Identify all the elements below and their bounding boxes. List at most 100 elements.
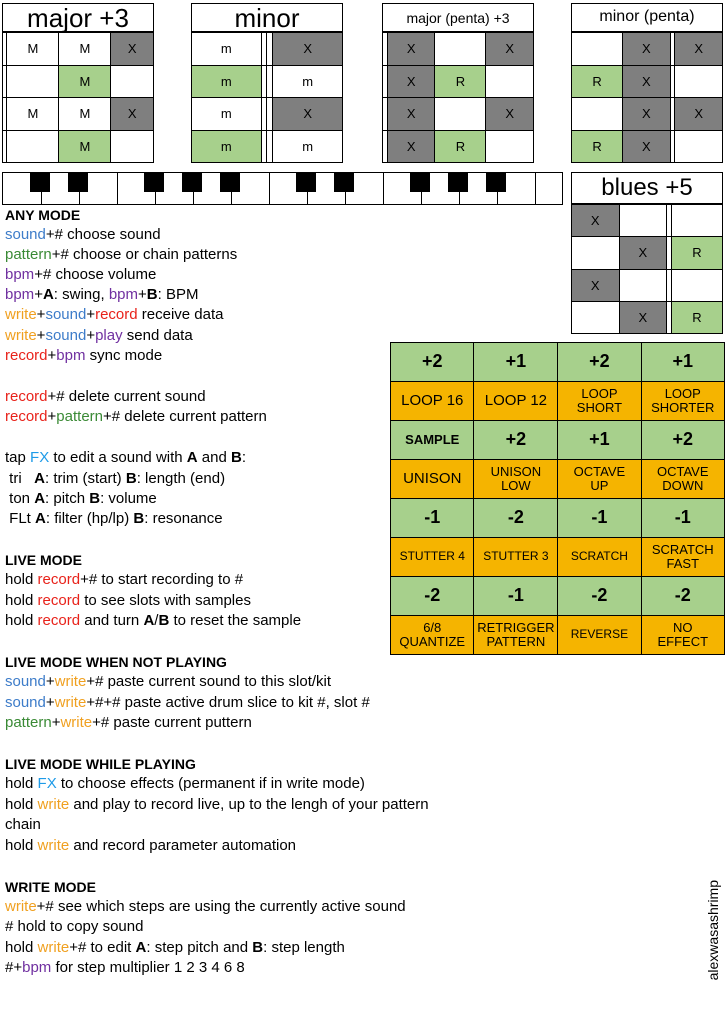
fx-cell: SAMPLE — [389, 420, 475, 460]
grid-cell: m — [191, 64, 262, 98]
grid-cell — [485, 129, 534, 163]
fx-cell: -1 — [640, 498, 725, 538]
line-segment: for step multiplier 1 2 3 4 6 8 — [51, 959, 245, 976]
instruction-line: record+pattern+# delete current pattern — [5, 407, 267, 427]
grid-cell: X — [386, 129, 436, 163]
black-key — [144, 173, 164, 192]
line-segment: to reset the sample — [169, 612, 302, 629]
instruction-line: hold record+# to start recording to # — [5, 570, 243, 590]
line-segment: : trim (start) — [45, 470, 126, 487]
black-key — [182, 173, 202, 192]
instruction-line: chain — [5, 815, 41, 835]
major3-title: major +3 — [2, 3, 154, 32]
grid-cell: X — [110, 32, 154, 66]
grid-cell: X — [386, 97, 436, 131]
grid-row: M — [1, 129, 154, 163]
fx-cell: NO EFFECT — [640, 615, 725, 655]
line-segment: bpm — [22, 959, 52, 976]
line-segment: receive data — [137, 306, 224, 323]
grid-cell — [570, 32, 624, 66]
instruction-line: sound+write+#+# paste active drum slice … — [5, 693, 370, 713]
white-key-divider — [535, 173, 536, 204]
line-segment: record — [37, 571, 81, 588]
line-segment: # hold to copy sound — [5, 918, 144, 935]
grid-row: X — [571, 268, 724, 302]
line-segment: bpm — [56, 347, 86, 364]
line-segment: write — [54, 673, 87, 690]
fx-row: SAMPLE +2 +1 +2 — [389, 420, 725, 460]
grid-cell: M — [6, 97, 60, 131]
line-segment: LIVE MODE WHILE PLAYING — [5, 756, 196, 772]
line-segment: write — [60, 714, 93, 731]
white-key-divider — [117, 173, 118, 204]
fx-cell: STUTTER 4 — [389, 537, 475, 577]
line-segment: chain — [5, 816, 41, 833]
instruction-line: write+sound+play send data — [5, 326, 193, 346]
instruction-line: record+bpm sync mode — [5, 346, 162, 366]
fx-cell: -1 — [473, 576, 559, 616]
line-segment: A — [34, 490, 46, 507]
line-segment: play — [95, 327, 123, 344]
fx-row: UNISON UNISON LOW OCTAVE UP OCTAVE DOWN — [389, 459, 725, 499]
line-segment: : swing, — [53, 286, 109, 303]
grid-cell: m — [191, 97, 262, 131]
line-segment: +# choose volume — [34, 266, 157, 283]
line-segment: pattern — [5, 714, 52, 731]
fx-cell: +2 — [389, 342, 475, 382]
black-key — [220, 173, 240, 192]
line-segment: write — [37, 796, 70, 813]
line-segment: sound — [5, 694, 46, 711]
line-segment: #+ — [5, 959, 23, 976]
grid-cell — [670, 203, 724, 238]
fx-cell: +1 — [473, 342, 559, 382]
grid-cell — [570, 97, 624, 131]
line-segment: hold — [5, 571, 38, 588]
instruction-line: write+sound+record receive data — [5, 305, 224, 325]
instruction-line: bpm+# choose volume — [5, 265, 156, 285]
line-segment: write — [5, 306, 37, 323]
fx-cell: OCTAVE DOWN — [640, 459, 725, 499]
fx-cell: LOOP SHORTER — [640, 381, 725, 421]
blues-title: blues +5 — [571, 172, 723, 204]
line-segment: + — [47, 347, 57, 364]
line-segment: : volume — [100, 490, 157, 507]
line-segment: write — [37, 837, 70, 854]
line-segment: +# delete current sound — [47, 388, 206, 405]
line-segment: to choose effects (permanent if in write… — [56, 775, 365, 792]
fx-cell: OCTAVE UP — [557, 459, 642, 499]
white-key-divider — [269, 173, 270, 204]
line-segment: + — [51, 714, 61, 731]
instruction-line: sound+write+# paste current sound to thi… — [5, 672, 331, 692]
line-segment: record — [5, 347, 48, 364]
instruction-line: hold FX to choose effects (permanent if … — [5, 774, 365, 794]
black-key — [334, 173, 354, 192]
line-segment: FX — [30, 449, 50, 466]
line-segment: B — [89, 490, 101, 507]
fx-cell: UNISON LOW — [473, 459, 559, 499]
line-segment: + — [86, 306, 96, 323]
grid-cell: X — [386, 32, 436, 66]
grid-cell: M — [58, 32, 112, 66]
fx-cell: -2 — [473, 498, 559, 538]
instruction-line: ton A: pitch B: volume — [5, 489, 157, 509]
grid-cell — [110, 64, 154, 98]
grid-cell: M — [58, 97, 112, 131]
grid-cell — [6, 129, 60, 163]
line-segment: and turn — [80, 612, 144, 629]
line-segment: to edit a sound with — [49, 449, 187, 466]
instruction-line: #+bpm for step multiplier 1 2 3 4 6 8 — [5, 958, 245, 978]
line-segment: and record parameter automation — [69, 837, 296, 854]
grid-cell: X — [674, 32, 723, 66]
grid-cell: X — [618, 300, 668, 335]
grid-cell: R — [670, 236, 724, 270]
grid-cell: X — [622, 129, 671, 163]
fx-cell: RETRIGGER PATTERN — [473, 615, 559, 655]
